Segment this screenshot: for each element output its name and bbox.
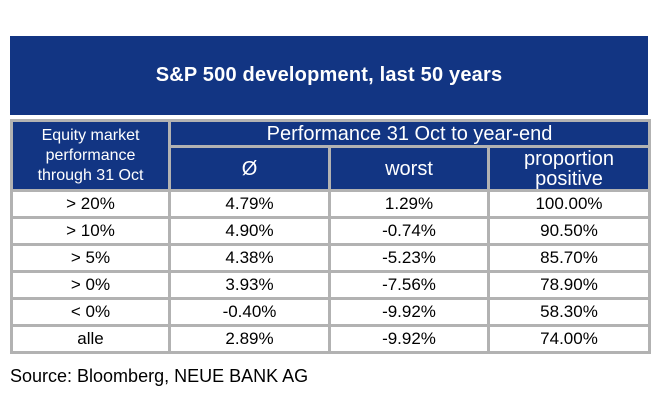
cell-worst: -7.56%	[328, 270, 490, 300]
column-header-average: Ø	[168, 145, 331, 192]
row-label: > 20%	[10, 189, 171, 219]
cell-average: 4.79%	[168, 189, 331, 219]
row-header-line-1: Equity market	[41, 126, 140, 144]
table-row: < 0% -0.40% -9.92% 58.30%	[10, 297, 651, 327]
table-row: > 20% 4.79% 1.29% 100.00%	[10, 189, 651, 219]
cell-worst: -9.92%	[328, 297, 490, 327]
cell-proportion-positive: 100.00%	[487, 189, 651, 219]
row-label: alle	[10, 324, 171, 354]
title-banner: S&P 500 development, last 50 years	[10, 36, 648, 115]
table-row: > 5% 4.38% -5.23% 85.70%	[10, 243, 651, 273]
group-header-performance: Performance 31 Oct to year-end	[168, 119, 651, 148]
cell-average: 3.93%	[168, 270, 331, 300]
row-label: > 0%	[10, 270, 171, 300]
row-label: > 10%	[10, 216, 171, 246]
column-header-proportion-positive: proportion positive	[487, 145, 651, 192]
header-row-columns: Ø worst proportion positive	[12, 145, 651, 192]
table-row: > 0% 3.93% -7.56% 78.90%	[10, 270, 651, 300]
header-row-group: Equity market performance through 31 Oct…	[10, 119, 651, 192]
source-note: Source: Bloomberg, NEUE BANK AG	[10, 366, 309, 386]
table-row: > 10% 4.90% -0.74% 90.50%	[10, 216, 651, 246]
cell-proportion-positive: 78.90%	[487, 270, 651, 300]
cell-average: 4.90%	[168, 216, 331, 246]
cell-proportion-positive: 85.70%	[487, 243, 651, 273]
column-header-worst: worst	[328, 145, 490, 192]
performance-table: Equity market performance through 31 Oct…	[10, 119, 651, 354]
cell-proportion-positive: 58.30%	[487, 297, 651, 327]
cell-average: 2.89%	[168, 324, 331, 354]
cell-average: 4.38%	[168, 243, 331, 273]
cell-worst: 1.29%	[328, 189, 490, 219]
row-label: < 0%	[10, 297, 171, 327]
row-label: > 5%	[10, 243, 171, 273]
cell-worst: -9.92%	[328, 324, 490, 354]
cell-worst: -5.23%	[328, 243, 490, 273]
cell-proportion-positive: 74.00%	[487, 324, 651, 354]
table-row: alle 2.89% -9.92% 74.00%	[10, 324, 651, 354]
row-header-equity-market: Equity market performance through 31 Oct	[10, 119, 171, 192]
cell-average: -0.40%	[168, 297, 331, 327]
page-title: S&P 500 development, last 50 years	[155, 64, 503, 86]
row-header-line-2: performance	[45, 146, 136, 164]
row-header-line-3: through 31 Oct	[37, 166, 144, 184]
cell-worst: -0.74%	[328, 216, 490, 246]
cell-proportion-positive: 90.50%	[487, 216, 651, 246]
